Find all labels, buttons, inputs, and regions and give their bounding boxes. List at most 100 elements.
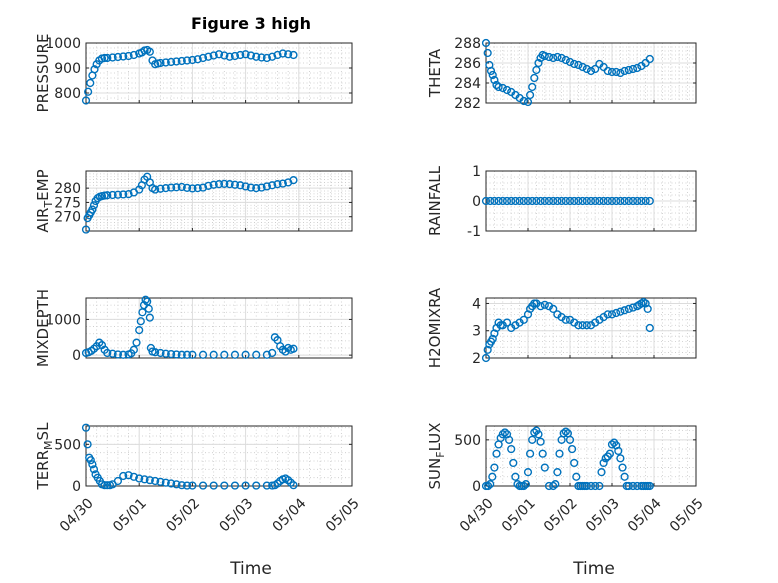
x-tick-label: 04/30 bbox=[57, 495, 97, 535]
data-point bbox=[486, 66, 496, 76]
data-point bbox=[220, 179, 229, 188]
data-point bbox=[252, 52, 261, 61]
data-point bbox=[586, 66, 596, 76]
data-point bbox=[486, 196, 495, 206]
data-point bbox=[236, 181, 245, 190]
data-point bbox=[515, 196, 524, 206]
data-point bbox=[607, 440, 617, 449]
data-point bbox=[519, 481, 528, 491]
data-point bbox=[502, 318, 512, 327]
data-point bbox=[624, 196, 633, 206]
data-point bbox=[167, 183, 176, 192]
data-point bbox=[565, 196, 575, 206]
y-tick-label: 0 bbox=[472, 479, 481, 495]
subplot-h2omixra: 2 3 4 H2OMIXRA bbox=[426, 287, 697, 368]
data-point bbox=[486, 480, 495, 489]
data-point bbox=[145, 47, 154, 56]
data-point bbox=[597, 468, 606, 477]
data-point bbox=[549, 304, 558, 314]
data-point bbox=[483, 345, 492, 354]
data-point bbox=[555, 449, 564, 458]
y-tick-label: 1 bbox=[472, 164, 481, 180]
data-point bbox=[230, 350, 240, 359]
data-point bbox=[103, 481, 112, 490]
data-point bbox=[119, 350, 128, 359]
plot-area bbox=[486, 426, 696, 486]
data-point bbox=[188, 481, 197, 490]
data-point bbox=[586, 481, 596, 491]
data-point bbox=[230, 180, 240, 189]
x-tick-label: 05/04 bbox=[625, 495, 665, 535]
y-tick-label: 286 bbox=[454, 56, 481, 72]
data-point bbox=[540, 196, 549, 206]
data-point bbox=[172, 350, 181, 359]
data-point bbox=[156, 184, 165, 193]
data-point bbox=[595, 481, 604, 491]
data-point bbox=[209, 350, 218, 359]
data-point bbox=[241, 182, 250, 191]
data-point bbox=[230, 51, 240, 61]
y-axis-label: PRESSURE bbox=[34, 34, 52, 113]
x-tick-label: 05/01 bbox=[499, 495, 539, 535]
data-point bbox=[628, 64, 638, 74]
data-point bbox=[236, 50, 245, 60]
data-point bbox=[182, 56, 192, 65]
data-point bbox=[172, 480, 181, 489]
data-point bbox=[100, 481, 109, 490]
y-tick-label: 3 bbox=[472, 324, 481, 340]
data-point bbox=[193, 184, 202, 193]
data-point bbox=[494, 82, 503, 92]
data-point bbox=[628, 196, 638, 206]
series-markers bbox=[81, 423, 298, 490]
data-point bbox=[582, 64, 591, 74]
data-point bbox=[141, 295, 150, 304]
data-point bbox=[616, 307, 625, 316]
data-point bbox=[209, 51, 218, 60]
data-point bbox=[620, 472, 629, 481]
y-axis-label: AIRTEMP bbox=[34, 169, 55, 232]
data-point bbox=[574, 321, 583, 330]
subplot-terr-msl: 0 500 04/30 05/01 05/02 05/03 05/04 05/05 TERRMS… bbox=[34, 422, 363, 535]
data-point bbox=[167, 349, 176, 359]
data-point bbox=[481, 196, 491, 206]
data-point bbox=[220, 350, 229, 359]
data-point bbox=[289, 344, 298, 353]
data-point bbox=[603, 310, 612, 319]
data-point bbox=[490, 75, 499, 85]
axes-box bbox=[485, 425, 697, 487]
x-tick-label: 04/30 bbox=[457, 495, 497, 535]
data-point bbox=[505, 435, 514, 444]
data-point bbox=[103, 191, 112, 200]
data-point bbox=[129, 50, 138, 60]
data-point bbox=[135, 474, 144, 483]
data-point bbox=[643, 304, 652, 314]
data-point bbox=[582, 196, 591, 206]
data-point bbox=[132, 338, 141, 347]
subplot-sun-flux: 0 500 04/30 05/01 05/02 05/03 05/04 05/05 SUNFLU… bbox=[426, 423, 707, 536]
data-point bbox=[103, 348, 112, 358]
data-point bbox=[488, 472, 497, 481]
data-point bbox=[182, 183, 192, 192]
data-point bbox=[257, 53, 266, 62]
data-point bbox=[624, 65, 633, 75]
y-tick-label: 280 bbox=[54, 181, 81, 197]
y-axis-label: MIXDEPTH bbox=[34, 289, 52, 367]
x-tick-label: 05/05 bbox=[323, 495, 363, 535]
axes-box bbox=[85, 297, 353, 359]
data-point bbox=[509, 458, 518, 468]
data-point bbox=[108, 349, 117, 358]
data-point bbox=[570, 59, 579, 69]
data-point bbox=[549, 53, 558, 63]
data-point bbox=[144, 304, 153, 313]
data-point bbox=[124, 51, 133, 61]
data-point bbox=[532, 196, 541, 206]
y-tick-label: 288 bbox=[454, 36, 481, 52]
data-point bbox=[645, 323, 654, 333]
data-point bbox=[595, 196, 604, 206]
data-point bbox=[198, 53, 208, 63]
x-axis-label-right: Time bbox=[572, 559, 615, 579]
data-point bbox=[172, 183, 181, 192]
data-point bbox=[511, 196, 520, 206]
data-point bbox=[603, 196, 612, 206]
